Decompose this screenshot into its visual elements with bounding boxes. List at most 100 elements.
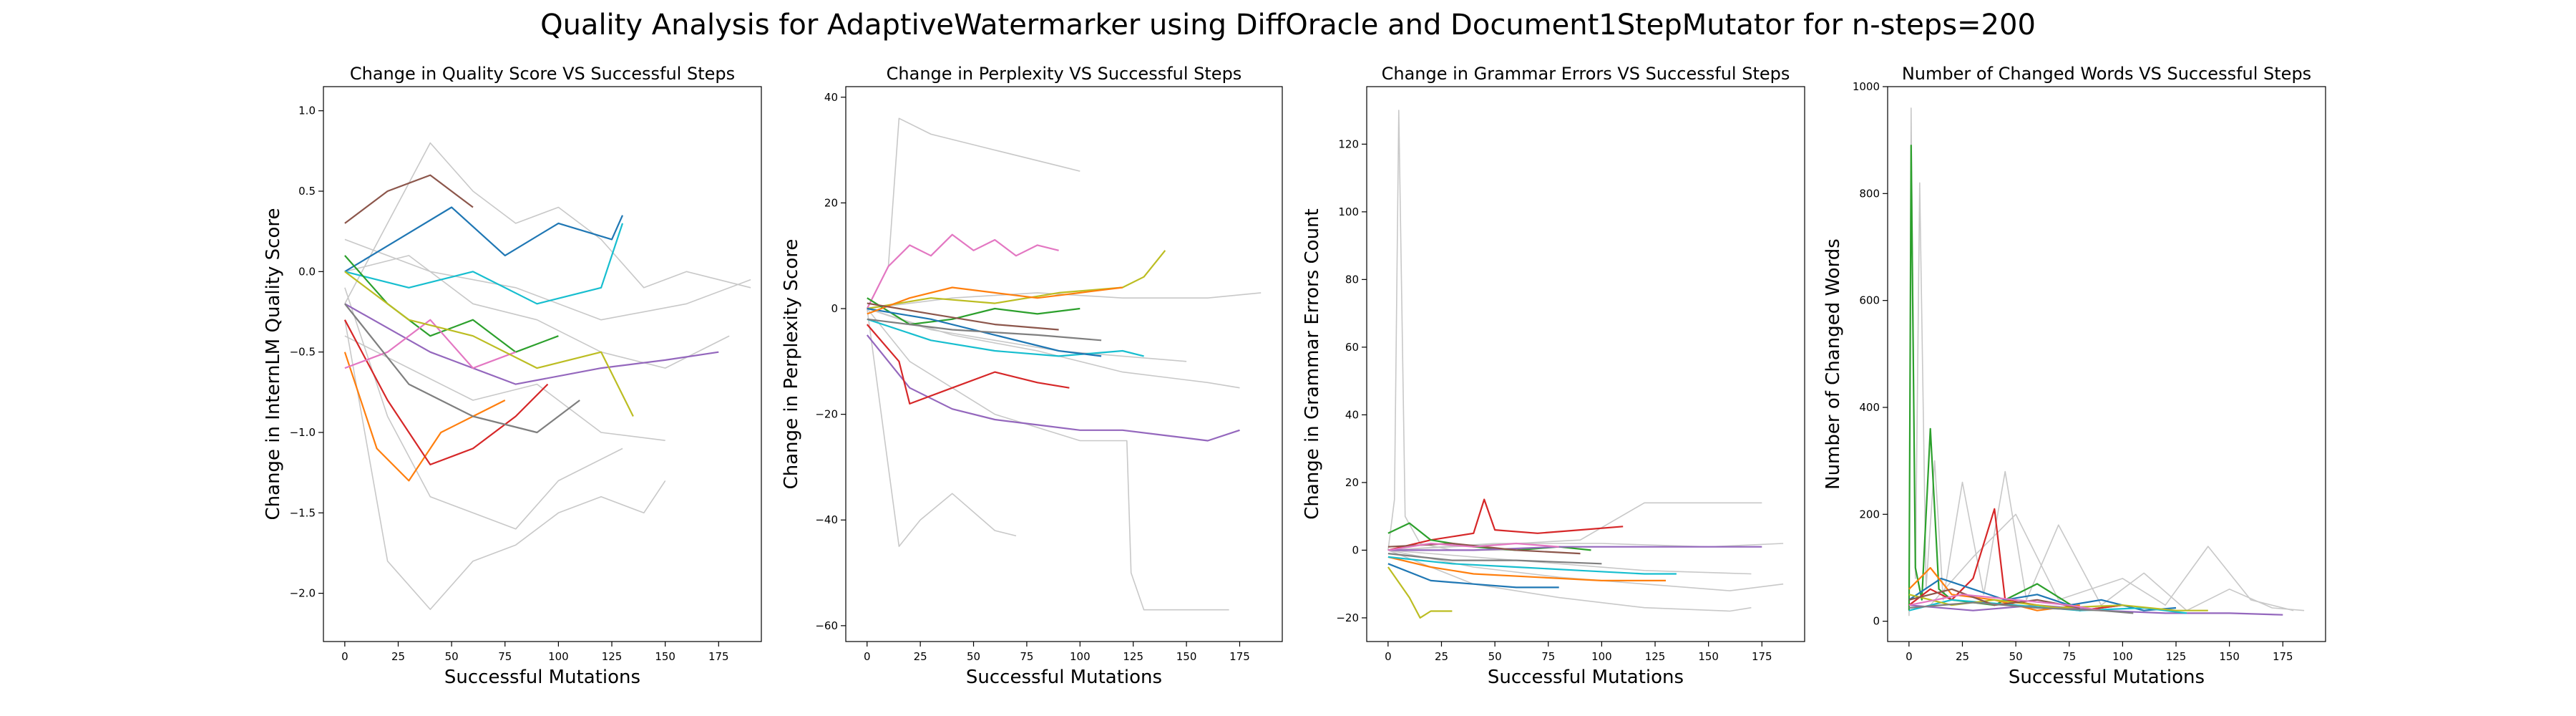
series-line — [1908, 145, 2123, 611]
y-tick-label: 60 — [1345, 341, 1359, 354]
series-line — [867, 302, 1059, 331]
x-axis-label: Successful Mutations — [1488, 667, 1684, 688]
series-group — [1908, 107, 2305, 616]
series-line — [344, 174, 474, 224]
series-line — [1387, 566, 1453, 619]
y-tick-label: 400 — [1859, 401, 1880, 414]
series-line-background — [1387, 502, 1762, 551]
panel-title: Change in Quality Score VS Successful St… — [350, 64, 735, 84]
series-line — [1387, 563, 1559, 589]
x-tick-label: 75 — [1020, 650, 1033, 663]
series-line-background — [344, 255, 730, 369]
x-tick-label: 100 — [1591, 650, 1612, 663]
figure-title: Quality Analysis for AdaptiveWatermarker… — [540, 9, 2036, 42]
y-tick-label: 20 — [1345, 476, 1359, 489]
y-tick-label: 200 — [1859, 508, 1880, 521]
y-tick-label: 600 — [1859, 294, 1880, 307]
panel-1: Change in Quality Score VS Successful St… — [263, 64, 762, 688]
x-tick-label: 125 — [1645, 650, 1666, 663]
y-tick-label: 120 — [1338, 137, 1359, 150]
axes-frame — [323, 86, 762, 642]
y-tick-label: −2.0 — [290, 587, 316, 600]
series-group — [1387, 110, 1784, 619]
x-tick-label: 75 — [498, 650, 512, 663]
x-tick-label: 0 — [864, 650, 871, 663]
y-tick-label: 800 — [1859, 187, 1880, 200]
series-line — [1387, 556, 1677, 575]
series-line — [343, 319, 549, 465]
x-tick-label: 50 — [1488, 650, 1502, 663]
y-axis-label: Change in InternLM Quality Score — [263, 208, 284, 521]
x-axis-label: Successful Mutations — [2009, 667, 2205, 688]
x-tick-label: 75 — [2062, 650, 2076, 663]
series-line-background — [344, 238, 751, 321]
series-line-background — [867, 308, 1229, 611]
series-line — [1387, 553, 1602, 565]
y-tick-label: 0 — [1873, 615, 1880, 628]
series-line — [1908, 577, 2177, 611]
series-line — [866, 334, 1240, 442]
x-tick-label: 0 — [341, 650, 348, 663]
x-tick-label: 25 — [391, 650, 405, 663]
series-line — [1908, 601, 2134, 614]
series-line-background — [1387, 549, 1752, 575]
panel-3: Change in Grammar Errors VS Successful S… — [1302, 64, 1805, 688]
y-tick-label: 0.5 — [298, 185, 316, 198]
x-tick-label: 150 — [2219, 650, 2240, 663]
series-line — [1387, 498, 1624, 551]
x-tick-label: 0 — [1385, 650, 1392, 663]
y-axis-label: Change in Grammar Errors Count — [1302, 208, 1323, 519]
series-line-background — [344, 287, 623, 530]
series-line — [1387, 546, 1762, 551]
y-tick-label: −40 — [815, 513, 838, 526]
x-tick-label: 100 — [548, 650, 569, 663]
y-tick-label: 40 — [824, 91, 838, 104]
x-tick-label: 0 — [1906, 650, 1913, 663]
y-tick-label: −1.5 — [290, 506, 316, 519]
x-tick-label: 150 — [1176, 650, 1197, 663]
x-tick-label: 25 — [1956, 650, 1969, 663]
panel-title: Change in Grammar Errors VS Successful S… — [1382, 64, 1790, 84]
series-line — [344, 319, 517, 369]
x-tick-label: 100 — [1070, 650, 1091, 663]
x-tick-label: 125 — [2166, 650, 2187, 663]
series-line-background — [867, 308, 1017, 547]
series-line-background — [344, 335, 665, 441]
y-tick-label: 0.0 — [298, 265, 316, 278]
x-axis-label: Successful Mutations — [444, 667, 640, 688]
axes-frame — [1887, 86, 2326, 642]
series-line — [867, 307, 1102, 357]
series-line — [867, 297, 1080, 326]
series-line — [344, 223, 624, 305]
y-tick-label: −1.0 — [290, 426, 316, 439]
x-tick-label: 25 — [1435, 650, 1448, 663]
series-line — [867, 286, 1123, 315]
series-line — [1908, 588, 2080, 609]
x-axis-label: Successful Mutations — [966, 667, 1162, 688]
series-line — [867, 318, 1102, 342]
series-line — [344, 206, 624, 273]
x-tick-label: 175 — [2273, 650, 2293, 663]
series-line — [344, 303, 580, 434]
series-line — [344, 303, 719, 385]
panel-2: Change in Perplexity VS Successful Steps… — [781, 64, 1283, 688]
series-line — [1387, 542, 1559, 551]
x-tick-label: 175 — [1752, 650, 1772, 663]
y-tick-label: 0 — [831, 302, 838, 315]
x-tick-label: 150 — [1698, 650, 1719, 663]
y-axis-label: Change in Perplexity Score — [781, 239, 802, 490]
series-line — [1908, 594, 2208, 611]
x-tick-label: 175 — [708, 650, 729, 663]
axes-frame — [845, 86, 1283, 642]
series-line — [344, 255, 559, 353]
y-tick-label: 100 — [1338, 205, 1359, 218]
y-axis-label: Number of Changed Words — [1823, 238, 1844, 490]
y-tick-label: 0 — [1352, 543, 1359, 556]
y-tick-label: −20 — [815, 408, 838, 421]
y-tick-label: −20 — [1336, 611, 1359, 624]
y-tick-label: 1000 — [1853, 80, 1880, 93]
series-line-background — [1387, 549, 1752, 612]
x-tick-label: 100 — [2112, 650, 2133, 663]
series-line — [866, 324, 1070, 405]
